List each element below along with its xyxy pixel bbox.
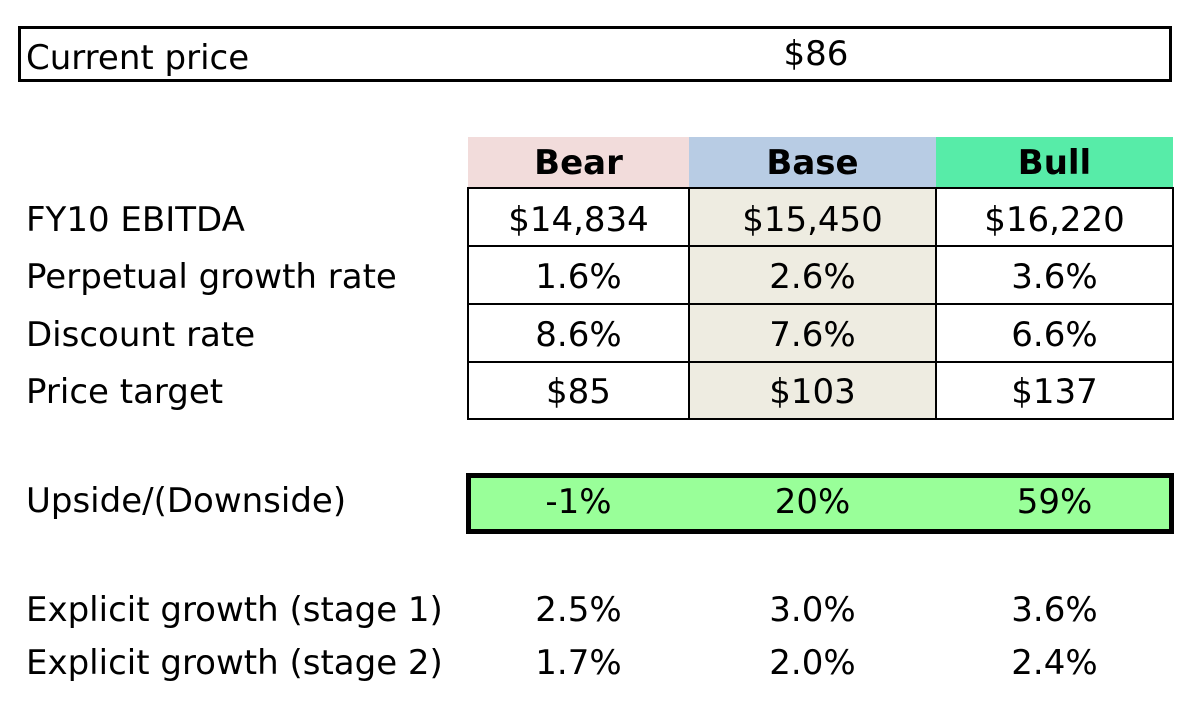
cell-price-target-bear: $85 xyxy=(546,372,611,412)
explicit-growth-stage1-bull: 3.6% xyxy=(1011,590,1098,630)
upside-base: 20% xyxy=(774,482,851,522)
explicit-growth-stage1-bear: 2.5% xyxy=(535,590,622,630)
current-price-label: Current price xyxy=(26,38,250,78)
cell-price-target-bull: $137 xyxy=(1011,372,1098,412)
explicit-growth-stage2-base: 2.0% xyxy=(769,643,856,683)
cell-perpetual-growth-bear: 1.6% xyxy=(535,257,622,297)
cell-discount-rate-bear: 8.6% xyxy=(535,315,622,355)
cell-price-target-base: $103 xyxy=(769,372,856,412)
cell-discount-rate-bull: 6.6% xyxy=(1011,315,1098,355)
explicit-growth-stage2-bear: 1.7% xyxy=(535,643,622,683)
grid-divider xyxy=(467,361,1174,363)
upside-label: Upside/(Downside) xyxy=(26,481,347,521)
upside-bull: 59% xyxy=(1016,482,1093,522)
grid-divider xyxy=(467,245,1174,247)
cell-discount-rate-base: 7.6% xyxy=(769,315,856,355)
cell-ebitda-base: $15,450 xyxy=(742,200,883,240)
header-base: Base xyxy=(689,137,936,187)
cell-ebitda-bull: $16,220 xyxy=(984,200,1125,240)
row-label-price-target: Price target xyxy=(26,372,224,412)
explicit-growth-stage1-base: 3.0% xyxy=(769,590,856,630)
explicit-growth-stage2-label: Explicit growth (stage 2) xyxy=(26,643,443,683)
upside-box xyxy=(466,473,1174,534)
row-label-ebitda: FY10 EBITDA xyxy=(26,200,245,240)
cell-ebitda-bear: $14,834 xyxy=(508,200,649,240)
row-label-perpetual-growth: Perpetual growth rate xyxy=(26,257,397,297)
current-price-box xyxy=(18,26,1172,82)
explicit-growth-stage2-bull: 2.4% xyxy=(1011,643,1098,683)
upside-bear: -1% xyxy=(545,482,612,522)
explicit-growth-stage1-label: Explicit growth (stage 1) xyxy=(26,590,443,630)
header-bull: Bull xyxy=(936,137,1173,187)
header-bear: Bear xyxy=(468,137,689,187)
cell-perpetual-growth-base: 2.6% xyxy=(769,257,856,297)
cell-perpetual-growth-bull: 3.6% xyxy=(1011,257,1098,297)
row-label-discount-rate: Discount rate xyxy=(26,315,256,355)
grid-divider xyxy=(467,303,1174,305)
current-price-value: $86 xyxy=(783,34,849,74)
